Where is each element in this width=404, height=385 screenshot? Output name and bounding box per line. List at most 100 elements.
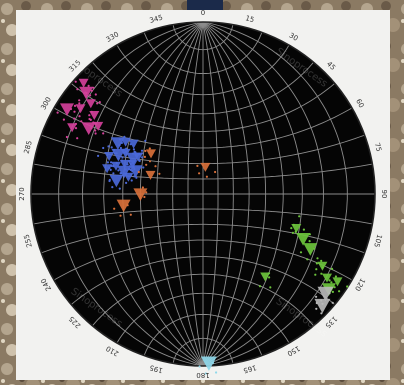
blue-pole-dot xyxy=(123,135,126,138)
small-circle-line xyxy=(33,208,373,225)
blue-pole-dot xyxy=(125,181,128,184)
magenta-pole-dot xyxy=(73,104,77,107)
magenta-pole-marker xyxy=(67,123,78,133)
small-circle-line xyxy=(53,239,353,281)
blue-pole-marker xyxy=(111,148,126,162)
magenta-pole-dot xyxy=(74,122,77,126)
azimuth-label-0: 0 xyxy=(201,9,205,17)
green-pole-dot xyxy=(328,279,331,282)
magenta-pole-dot xyxy=(89,94,92,97)
small-circle-line xyxy=(92,61,314,115)
blue-pole-marker xyxy=(110,137,125,150)
blue-pole-dot xyxy=(117,157,120,160)
orange-pole-dot xyxy=(214,170,217,174)
cyan-pole-dot xyxy=(204,372,207,375)
magenta-pole-dot xyxy=(94,129,97,132)
blue-pole-dot xyxy=(132,152,135,155)
green-pole-dot xyxy=(308,240,311,243)
green-pole-dot xyxy=(269,286,272,289)
green-pole-dot xyxy=(334,275,337,278)
magenta-pole-dot xyxy=(78,102,81,105)
orange-pole-dot xyxy=(139,196,142,200)
blue-pole-dot xyxy=(110,146,113,149)
magenta-pole-marker xyxy=(78,78,89,88)
magenta-pole-dot xyxy=(65,135,68,139)
blue-pole-dot xyxy=(144,139,147,142)
blue-pole-dot xyxy=(120,141,123,144)
cyan-pole-dot xyxy=(198,365,201,368)
blue-pole-dot xyxy=(106,161,109,164)
azimuth-label-285: 285 xyxy=(23,140,34,155)
magenta-pole-dot xyxy=(88,117,91,121)
green-pole-dot xyxy=(267,272,271,275)
orange-pole-dot xyxy=(205,175,208,178)
azimuth-label-90: 90 xyxy=(380,190,388,199)
azimuth-label-15: 15 xyxy=(244,14,255,24)
small-circle-line xyxy=(33,163,373,180)
blue-pole-cluster xyxy=(97,135,147,190)
azimuth-label-210: 210 xyxy=(105,344,121,358)
blue-pole-dot xyxy=(119,172,122,175)
green-pole-dot xyxy=(346,285,349,288)
magenta-pole-dot xyxy=(90,127,93,130)
green-pole-dot xyxy=(330,281,333,284)
green-pole-dot xyxy=(294,230,297,233)
orange-pole-dot xyxy=(129,213,132,216)
cyan-pole-dot xyxy=(215,371,218,374)
blue-pole-dot xyxy=(130,173,133,176)
small-circle-line xyxy=(92,273,314,327)
orange-pole-dot xyxy=(144,149,147,153)
blue-pole-dot xyxy=(135,176,138,179)
blue-pole-dot xyxy=(129,168,132,171)
green-pole-dot xyxy=(331,290,334,293)
blue-pole-marker xyxy=(117,165,132,179)
blue-pole-dot xyxy=(112,165,115,168)
green-pole-marker xyxy=(291,224,302,233)
gray-pole-dot xyxy=(331,301,334,304)
green-pole-dot xyxy=(338,290,341,293)
blue-pole-dot xyxy=(109,168,112,171)
green-pole-dot xyxy=(314,273,317,276)
blue-pole-dot xyxy=(138,159,141,162)
magenta-pole-dot xyxy=(73,117,76,120)
orange-pole-dot xyxy=(143,195,146,199)
green-pole-dot xyxy=(299,251,303,254)
magenta-pole-dot xyxy=(74,127,78,130)
azimuth-label-255: 255 xyxy=(23,233,34,248)
orange-pole-marker xyxy=(200,162,211,172)
azimuth-label-180: 180 xyxy=(196,371,209,379)
blue-pole-dot xyxy=(132,148,135,151)
orange-pole-dot xyxy=(141,186,144,189)
orange-pole-dot xyxy=(154,165,157,168)
green-pole-marker xyxy=(303,243,318,256)
magenta-pole-marker xyxy=(60,103,74,116)
orange-pole-dot xyxy=(148,147,151,150)
orange-pole-dot xyxy=(198,172,201,175)
blue-pole-marker xyxy=(120,137,131,147)
blue-pole-marker xyxy=(128,165,143,178)
blue-pole-marker xyxy=(128,139,139,149)
magenta-pole-dot xyxy=(76,88,79,91)
blue-pole-dot xyxy=(97,154,100,157)
azimuth-label-345: 345 xyxy=(149,14,164,25)
pole-clusters xyxy=(56,78,349,375)
small-circle-line xyxy=(70,256,336,305)
orange-pole-dot xyxy=(126,204,129,207)
green-pole-dot xyxy=(268,276,271,279)
small-circle-line xyxy=(53,107,353,149)
orange-pole-marker xyxy=(116,199,131,213)
orange-pole-dot xyxy=(145,191,148,194)
green-pole-marker xyxy=(317,261,328,271)
azimuth-label-195: 195 xyxy=(149,363,164,374)
blue-pole-marker xyxy=(104,152,115,161)
blue-pole-dot xyxy=(124,150,127,153)
magenta-pole-dot xyxy=(92,121,95,124)
blue-pole-dot xyxy=(119,146,122,150)
magenta-pole-dot xyxy=(96,102,99,105)
gray-pole-dot xyxy=(328,292,331,295)
cyan-pole-dot xyxy=(211,361,214,364)
magenta-pole-marker xyxy=(85,99,96,109)
small-circle-line xyxy=(116,292,290,344)
azimuth-label-225: 225 xyxy=(67,314,82,329)
